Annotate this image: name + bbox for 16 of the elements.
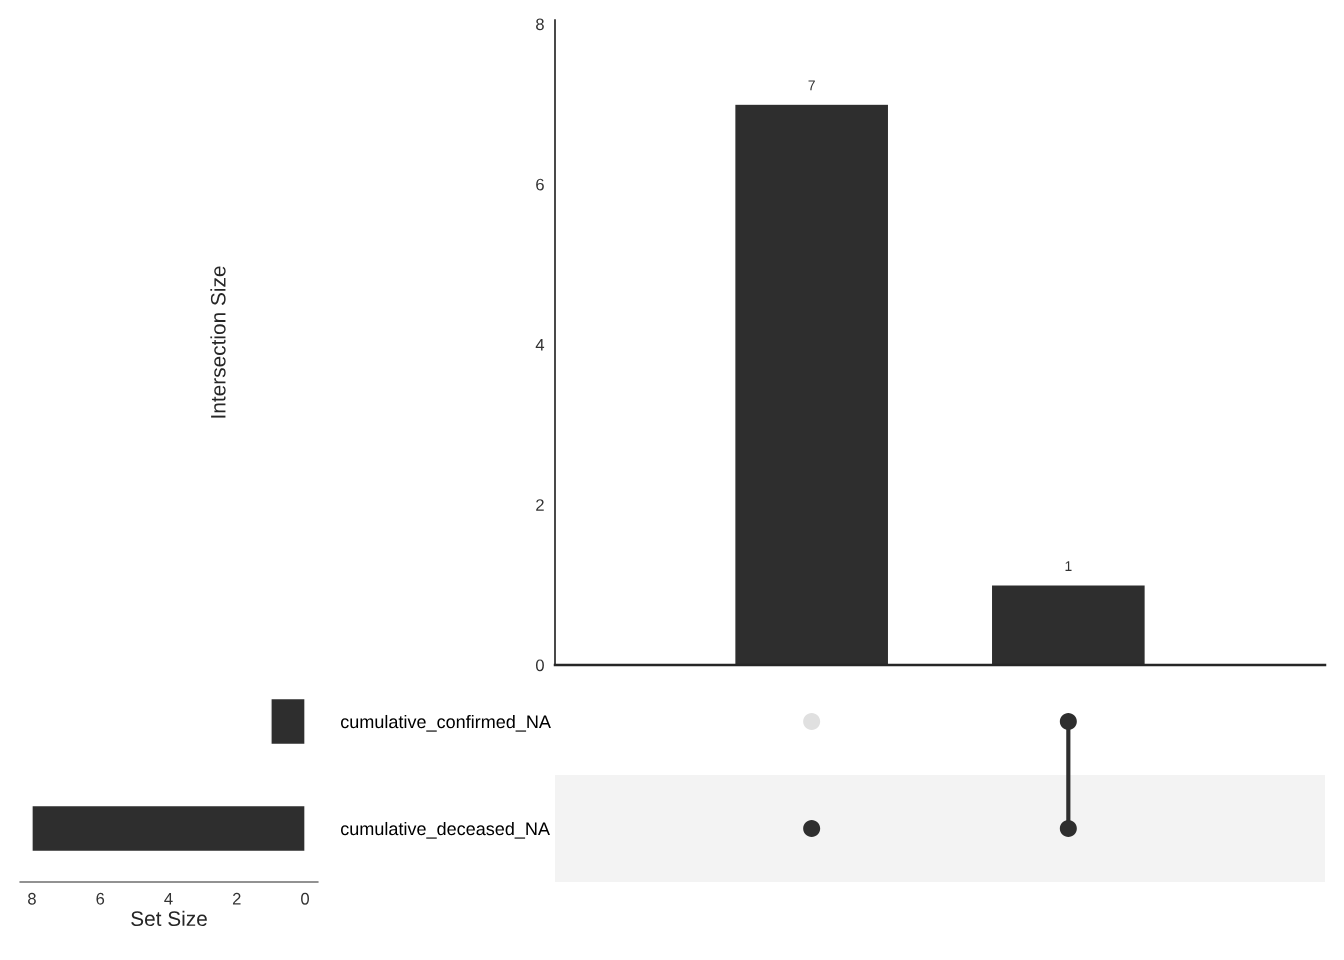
x-tick-label: 0	[301, 892, 310, 905]
data-label: 7	[808, 80, 815, 91]
x-tick-label: 6	[96, 892, 105, 905]
y-tick-label: 4	[535, 339, 545, 351]
x-axis-title: Set Size	[131, 910, 207, 927]
y-tick-label: 6	[536, 178, 544, 191]
y-tick-label: 8	[536, 18, 544, 31]
x-tick-label: 8	[28, 892, 36, 905]
x-tick-label: 4	[164, 893, 173, 905]
y-tick-label: cumulative_deceased_NA	[340, 821, 550, 839]
y-tick-label: 2	[536, 499, 544, 511]
x-tick-label: 2	[232, 892, 241, 905]
y-axis-title: Intersection Size	[210, 266, 226, 418]
y-tick-label: 0	[535, 659, 544, 672]
y-tick-label: cumulative_confirmed_NA	[340, 714, 551, 732]
data-label: 1	[1065, 561, 1072, 571]
